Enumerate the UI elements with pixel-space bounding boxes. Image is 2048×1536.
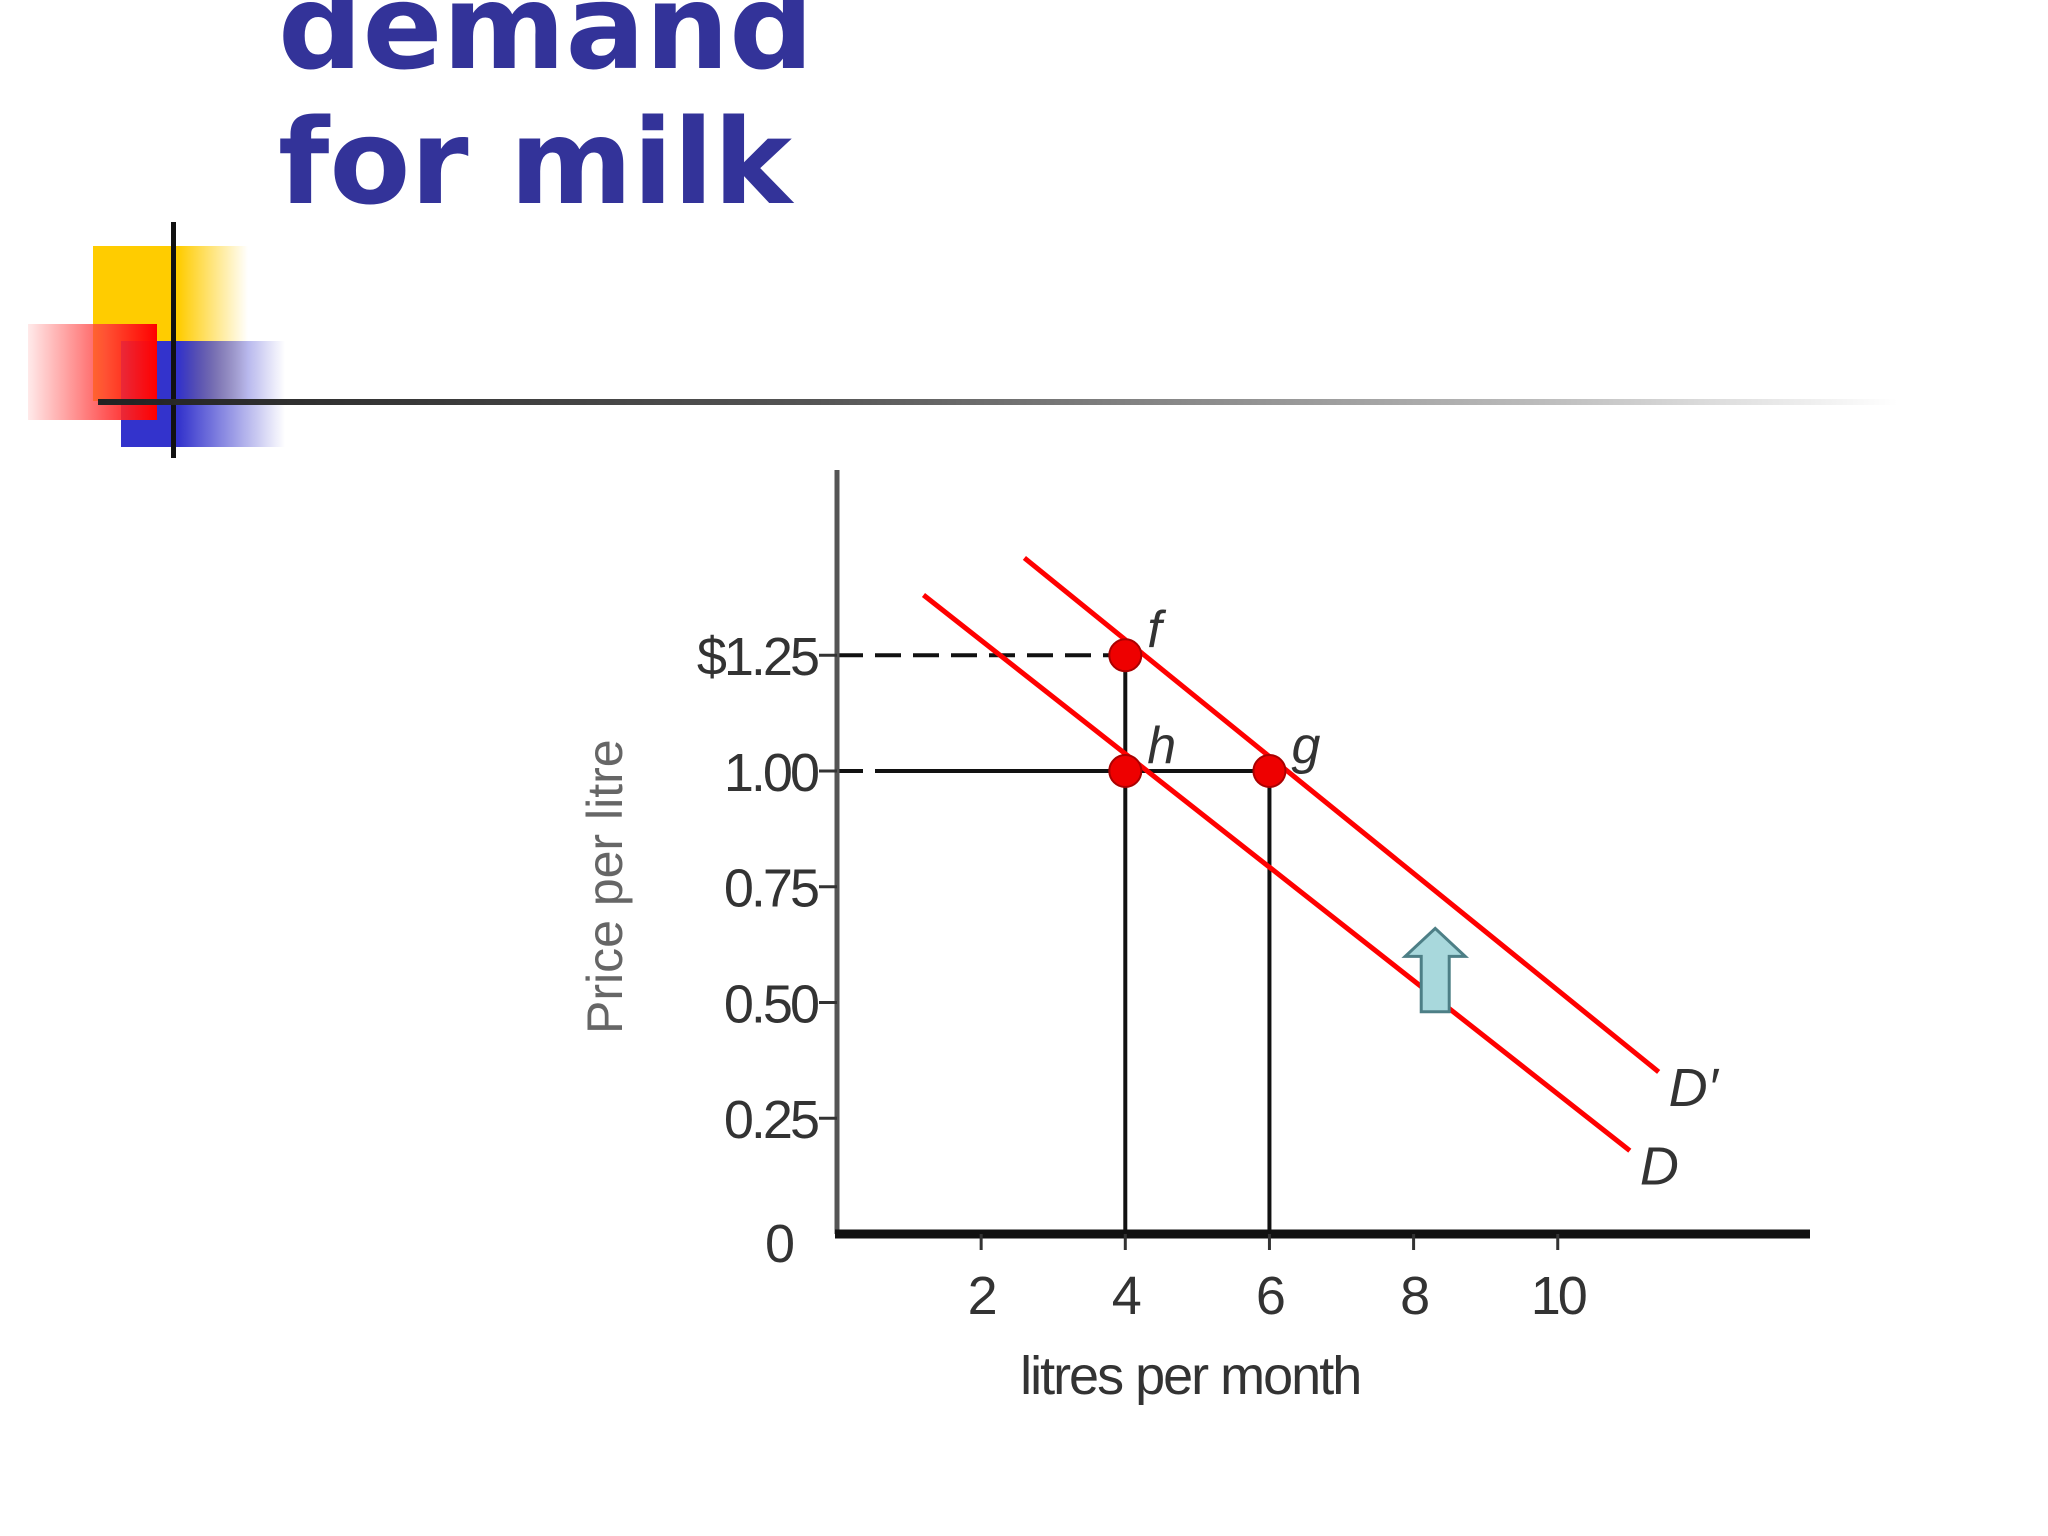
point-g (1252, 753, 1287, 788)
y-axis-label: Price per litre (577, 739, 633, 1034)
point-h (1108, 753, 1143, 788)
curve-label-d: D (1640, 1137, 1679, 1197)
demand-curve-d-prime (1022, 556, 1661, 1074)
guide-lines (837, 653, 1272, 1234)
point-f (1108, 638, 1143, 673)
y-tick-label: 0.75 (724, 859, 818, 919)
x-axis-label: litres per month (1020, 1346, 1360, 1406)
x-tick-label: 2 (968, 1266, 996, 1326)
origin-label: 0 (765, 1214, 795, 1274)
curve-labels: D D′ (1640, 1058, 1720, 1197)
shift-arrow-icon (1401, 926, 1470, 1014)
decor-vertical-line (171, 222, 176, 458)
point-label-g: g (1291, 717, 1320, 775)
y-tick-label: 0.50 (724, 974, 818, 1034)
decor-horizontal-rule (98, 399, 1898, 405)
point-label-h: h (1147, 717, 1176, 775)
title-line-1: demand (278, 0, 814, 96)
point-label-f: f (1147, 601, 1166, 659)
curve-label-d-prime: D′ (1669, 1058, 1720, 1118)
x-tick-label: 8 (1400, 1266, 1428, 1326)
axes (834, 470, 1810, 1239)
slide-title: demand for milk (278, 0, 814, 230)
y-tick-label: 1.00 (724, 743, 818, 803)
y-tick-label: 0.25 (724, 1090, 818, 1150)
x-tick-label: 10 (1531, 1266, 1586, 1326)
demand-curve-d (921, 593, 1632, 1153)
demand-curves (921, 556, 1661, 1153)
tick-labels: 0.25 0.50 0.75 1.00 $1.25 0 2 4 6 8 10 litres per m… (577, 627, 1589, 1406)
x-tick-label: 4 (1112, 1266, 1141, 1326)
y-tick-label: $1.25 (697, 627, 818, 687)
data-points: fh g (1108, 601, 1320, 788)
title-line-2: for milk (278, 93, 793, 231)
x-tick-label: 6 (1256, 1266, 1284, 1326)
shift-arrow-group (1401, 926, 1470, 1014)
